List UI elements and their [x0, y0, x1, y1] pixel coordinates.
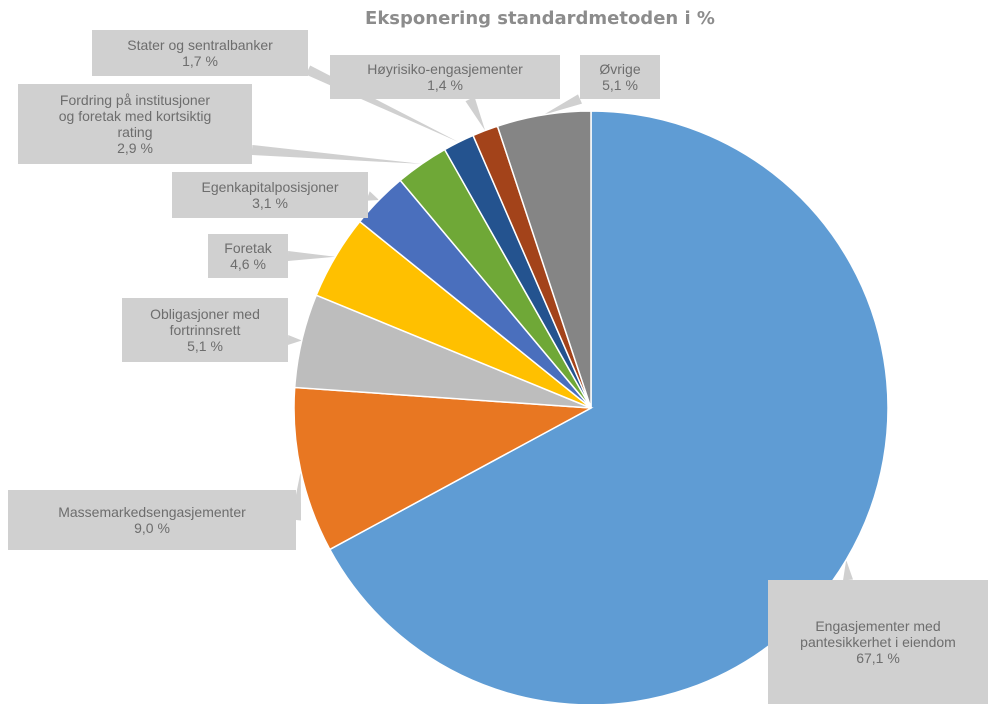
slice-category-label: Øvrige — [599, 61, 640, 77]
slice-value-label: 4,6 % — [230, 256, 266, 272]
slice-value-label: 1,4 % — [427, 77, 463, 93]
slice-value-label: 2,9 % — [117, 140, 153, 156]
leader-line — [287, 335, 302, 345]
label-box — [208, 234, 288, 278]
label-box — [330, 55, 560, 99]
slice-category-label: Obligasjoner med — [150, 306, 260, 322]
pie-slice — [293, 386, 594, 551]
slice-value-label: 5,1 % — [602, 77, 638, 93]
slice-category-label: fortrinnsrett — [170, 322, 241, 338]
label-box — [122, 298, 288, 362]
slice-value-label: 67,1 % — [856, 650, 900, 666]
label-box — [18, 84, 252, 164]
slice-category-label: pantesikkerhet i eiendom — [800, 634, 956, 650]
pie-slice — [496, 110, 592, 409]
slice-category-label: Stater og sentralbanker — [127, 37, 273, 53]
slice-category-label: rating — [117, 124, 152, 140]
slice-category-label: og foretak med kortsiktig — [59, 108, 212, 124]
label-box — [580, 55, 660, 99]
leader-line — [251, 145, 422, 164]
label-box — [92, 30, 308, 76]
leader-line — [465, 96, 486, 131]
slice-category-label: Foretak — [224, 240, 272, 256]
pie-slice — [328, 110, 889, 704]
label-box — [8, 490, 296, 550]
leader-line — [543, 94, 582, 115]
slice-category-label: Engasjementer med — [815, 618, 940, 634]
slice-category-label: Fordring på institusjoner — [60, 92, 211, 108]
pie-slices — [293, 110, 889, 704]
chart-title: Eksponering standardmetoden i % — [365, 8, 715, 29]
leader-line — [843, 560, 853, 581]
slice-value-label: 1,7 % — [182, 53, 218, 69]
leader-line — [366, 191, 379, 201]
slice-category-label: Høyrisiko-engasjementer — [367, 61, 523, 77]
slice-category-label: Massemarkedsengasjementer — [58, 504, 246, 520]
leader-line — [287, 251, 336, 261]
slice-value-label: 3,1 % — [252, 195, 288, 211]
slice-category-label: Egenkapitalposisjoner — [202, 179, 339, 195]
slice-value-label: 9,0 % — [134, 520, 170, 536]
slice-value-label: 5,1 % — [187, 338, 223, 354]
label-box — [768, 580, 988, 704]
label-box — [172, 172, 368, 218]
